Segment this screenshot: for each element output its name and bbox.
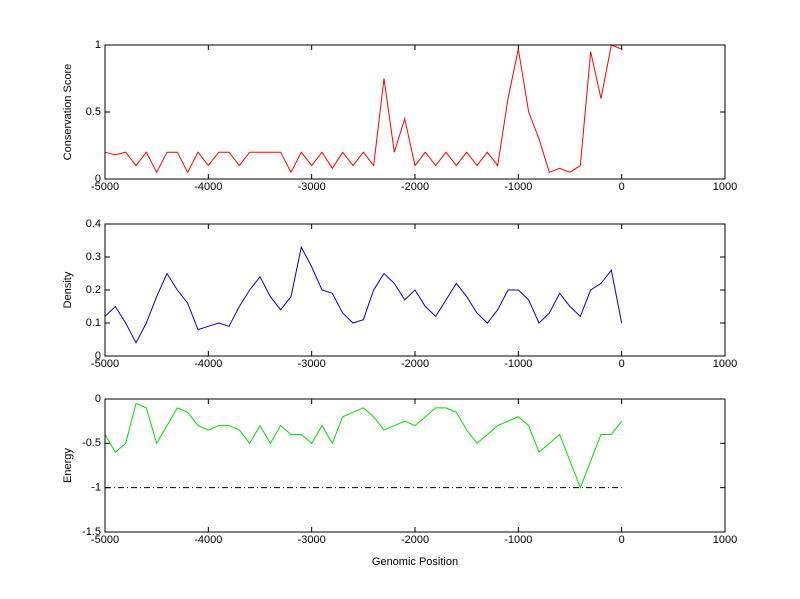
x-tick-label: 0 — [619, 181, 625, 193]
x-tick-label: -1000 — [504, 181, 532, 193]
plot-frame — [104, 44, 726, 180]
y-axis-label: Energy — [62, 448, 74, 483]
y-tick-label: 0 — [95, 173, 101, 185]
x-tick-label: -2000 — [401, 534, 429, 546]
plot-area — [105, 45, 725, 179]
y-tick-label: -1 — [91, 482, 101, 494]
data-line — [104, 245, 623, 344]
y-tick-label: 0 — [95, 350, 101, 362]
y-axis-label: Conservation Score — [62, 64, 74, 161]
y-tick-label: 0.3 — [86, 251, 101, 263]
x-tick-label: -5000 — [91, 181, 119, 193]
y-axis-label: Density — [62, 271, 74, 308]
x-tick-label: 1000 — [713, 358, 737, 370]
x-tick-label: -3000 — [298, 358, 326, 370]
plot-area — [105, 399, 725, 532]
y-tick-label: 0.5 — [86, 106, 101, 118]
x-tick-label: 0 — [619, 358, 625, 370]
x-tick-label: -2000 — [401, 181, 429, 193]
y-tick-label: 0.4 — [86, 218, 101, 230]
x-tick-label: -2000 — [401, 358, 429, 370]
y-tick-label: -0.5 — [82, 437, 101, 449]
x-tick-label: -4000 — [194, 534, 222, 546]
x-tick-label: 1000 — [713, 534, 737, 546]
y-tick-label: 0.1 — [86, 317, 101, 329]
y-tick-label: 0.2 — [86, 284, 101, 296]
data-line — [104, 402, 623, 490]
x-tick-label: -4000 — [194, 358, 222, 370]
plot-frame — [104, 223, 726, 357]
x-tick-label: -5000 — [91, 358, 119, 370]
x-tick-label: -3000 — [298, 534, 326, 546]
x-tick-label: 1000 — [713, 181, 737, 193]
x-tick-label: -3000 — [298, 181, 326, 193]
data-line — [104, 44, 622, 174]
x-tick-label: 0 — [619, 534, 625, 546]
x-axis-label: Genomic Position — [372, 556, 458, 568]
x-tick-label: -1000 — [504, 358, 532, 370]
y-tick-label: 1 — [95, 39, 101, 51]
x-tick-label: -4000 — [194, 181, 222, 193]
y-tick-label: 0 — [95, 393, 101, 405]
plot-frame — [104, 398, 726, 533]
x-tick-label: -1000 — [504, 534, 532, 546]
x-tick-label: -5000 — [91, 534, 119, 546]
y-tick-label: -1.5 — [82, 526, 101, 538]
